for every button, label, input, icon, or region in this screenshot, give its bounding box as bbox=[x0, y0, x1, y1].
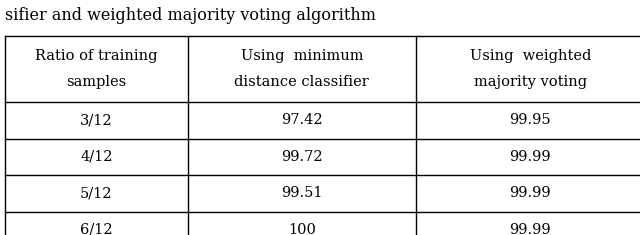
Text: 6/12: 6/12 bbox=[80, 223, 113, 235]
Text: 99.72: 99.72 bbox=[281, 150, 323, 164]
Text: 99.95: 99.95 bbox=[509, 114, 551, 127]
Text: sifier and weighted majority voting algorithm: sifier and weighted majority voting algo… bbox=[5, 7, 376, 24]
Text: 97.42: 97.42 bbox=[281, 114, 323, 127]
Text: 3/12: 3/12 bbox=[80, 114, 113, 127]
Text: Using  weighted: Using weighted bbox=[470, 49, 591, 63]
Text: 5/12: 5/12 bbox=[80, 186, 113, 200]
Text: samples: samples bbox=[66, 75, 127, 89]
Text: majority voting: majority voting bbox=[474, 75, 587, 89]
Text: 4/12: 4/12 bbox=[80, 150, 113, 164]
Text: Ratio of training: Ratio of training bbox=[35, 49, 157, 63]
Text: 99.51: 99.51 bbox=[281, 186, 323, 200]
Text: distance classifier: distance classifier bbox=[234, 75, 369, 89]
Text: 100: 100 bbox=[288, 223, 316, 235]
Text: Using  minimum: Using minimum bbox=[241, 49, 363, 63]
Text: 99.99: 99.99 bbox=[509, 223, 551, 235]
Text: 99.99: 99.99 bbox=[509, 150, 551, 164]
Text: 99.99: 99.99 bbox=[509, 186, 551, 200]
